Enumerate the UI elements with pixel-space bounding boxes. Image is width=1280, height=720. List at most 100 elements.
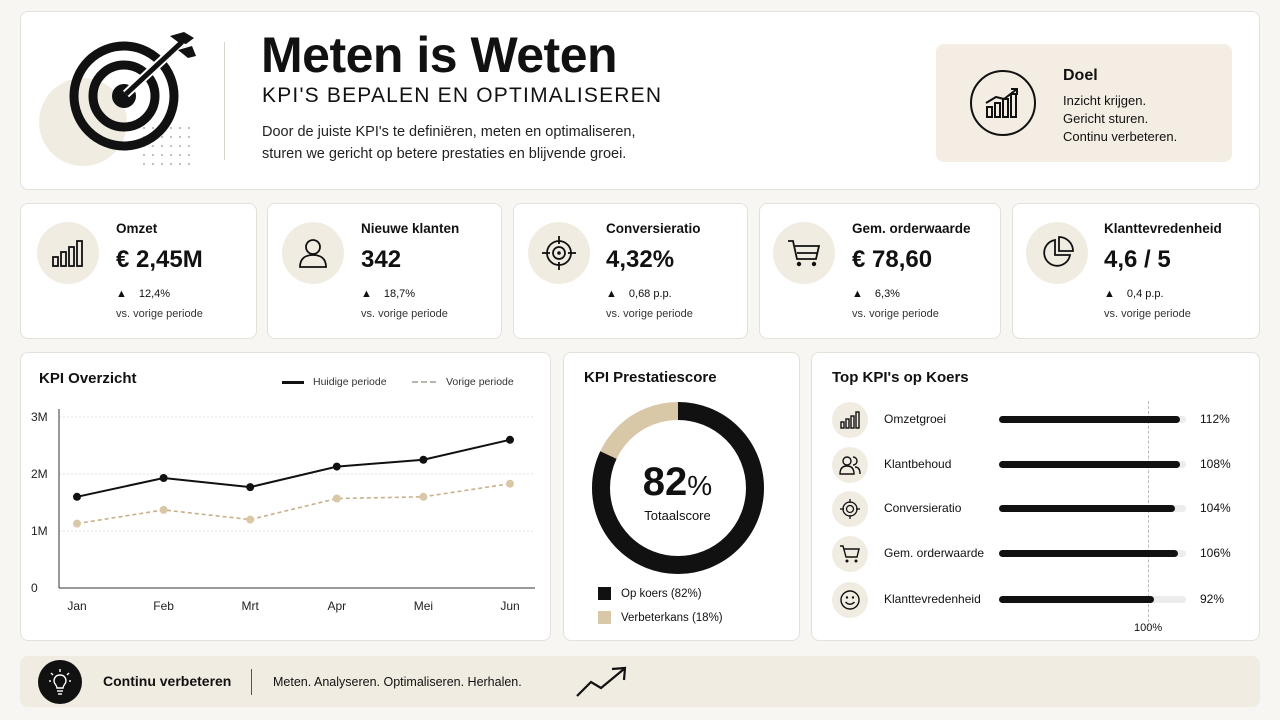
y-tick-label: 2M bbox=[31, 467, 48, 481]
target-arrow-icon bbox=[69, 32, 196, 151]
top-kpi-row: Conversieratio 104% bbox=[832, 491, 1232, 527]
kpi-delta: ▲ 12,4% bbox=[116, 288, 170, 300]
legend-previous-label: Vorige periode bbox=[446, 376, 514, 388]
legend-improve-label: Verbeterkans (18%) bbox=[621, 611, 723, 624]
footer-divider bbox=[251, 669, 252, 695]
score-unit: % bbox=[687, 470, 713, 501]
top-kpi-bar-track bbox=[999, 461, 1186, 468]
footer-title: Continu verbeteren bbox=[103, 673, 232, 689]
target-icon bbox=[832, 491, 868, 527]
legend-current: Huidige periode bbox=[282, 376, 387, 388]
kpi-delta: ▲ 0,68 p.p. bbox=[606, 288, 672, 300]
footer-text: Meten. Analyseren. Optimaliseren. Herhal… bbox=[273, 675, 522, 689]
donut-on-track-segment bbox=[592, 402, 764, 574]
intro-line-2: sturen we gericht op betere prestaties e… bbox=[262, 146, 627, 162]
x-tick-label: Apr bbox=[327, 599, 346, 613]
score-value: 82% bbox=[564, 460, 791, 505]
kpi-delta-value: 18,7% bbox=[383, 288, 416, 300]
bar-chart-icon bbox=[832, 402, 868, 438]
series-current-point bbox=[332, 462, 341, 471]
top-kpi-label: Conversieratio bbox=[884, 501, 962, 515]
series-current-point bbox=[159, 473, 168, 482]
kpi-value: 4,6 / 5 bbox=[1104, 246, 1171, 273]
up-triangle-icon: ▲ bbox=[361, 288, 372, 300]
x-tick-label: Mei bbox=[414, 599, 433, 613]
page-subtitle: KPI'S BEPALEN EN OPTIMALISEREN bbox=[262, 84, 663, 107]
kpi-card-klanttevredenheid: Klanttevredenheid 4,6 / 5 ▲ 0,4 p.p. vs. … bbox=[1012, 203, 1260, 339]
series-current-point bbox=[246, 483, 255, 492]
footer-bar: Continu verbeteren Meten. Analyseren. Op… bbox=[20, 656, 1260, 707]
top-kpi-bar-track bbox=[999, 416, 1186, 423]
legend-current-label: Huidige periode bbox=[313, 376, 387, 388]
top-kpi-label: Klantbehoud bbox=[884, 457, 952, 471]
kpi-line-chart: 0 1M 2M 3M Jan Feb Mrt Apr Mei Jun bbox=[31, 409, 535, 613]
top-title: Top KPI's op Koers bbox=[832, 369, 969, 386]
dot-grid-decoration bbox=[142, 126, 191, 166]
kpi-label: Gem. orderwaarde bbox=[852, 221, 971, 236]
x-tick-label: Jun bbox=[500, 599, 519, 613]
series-current-line bbox=[76, 438, 511, 498]
page-title: Meten is Weten bbox=[261, 27, 618, 83]
up-triangle-icon: ▲ bbox=[116, 288, 127, 300]
top-kpi-row: Klanttevredenheid 92% bbox=[832, 582, 1232, 618]
trend-up-arrow-icon bbox=[576, 666, 627, 697]
series-previous-point bbox=[506, 479, 514, 488]
kpi-delta-value: 6,3% bbox=[874, 288, 900, 300]
kpi-value: 4,32% bbox=[606, 246, 675, 273]
top-kpi-pct: 92% bbox=[1200, 592, 1225, 606]
score-number: 82 bbox=[642, 460, 688, 504]
top-kpi-bar-fill bbox=[999, 596, 1155, 603]
cart-icon bbox=[773, 222, 835, 284]
series-current-point bbox=[419, 455, 428, 464]
bar-chart-icon bbox=[37, 222, 99, 284]
goal-line-3: Continu verbeteren. bbox=[1063, 129, 1178, 144]
legend-on-track-label: Op koers (82%) bbox=[621, 587, 702, 600]
kpi-delta: ▲ 0,4 p.p. bbox=[1104, 288, 1164, 300]
target-label: 100% bbox=[1134, 622, 1163, 634]
series-previous-point bbox=[332, 494, 341, 503]
top-kpi-row: Gem. orderwaarde 106% bbox=[832, 536, 1232, 572]
kpi-label: Omzet bbox=[116, 221, 158, 236]
up-triangle-icon: ▲ bbox=[1104, 288, 1115, 300]
kpi-value: € 78,60 bbox=[852, 246, 933, 273]
legend-previous-swatch bbox=[412, 381, 436, 383]
score-donut-chart bbox=[592, 402, 764, 574]
series-current-point bbox=[506, 435, 514, 444]
top-kpi-bar-track bbox=[999, 550, 1186, 557]
goal-line-2: Gericht sturen. bbox=[1063, 111, 1149, 126]
kpi-comparison: vs. vorige periode bbox=[852, 308, 939, 320]
kpi-delta: ▲ 6,3% bbox=[852, 288, 900, 300]
series-previous-line bbox=[76, 482, 511, 525]
overview-title: KPI Overzicht bbox=[39, 370, 137, 387]
top-kpi-bar-track bbox=[999, 505, 1186, 512]
intro-line-1: Door de juiste KPI's te definiëren, mete… bbox=[262, 124, 636, 140]
kpi-delta-value: 0,68 p.p. bbox=[628, 288, 672, 300]
cart-icon bbox=[832, 536, 868, 572]
goal-title: Doel bbox=[1063, 67, 1098, 84]
kpi-comparison: vs. vorige periode bbox=[1104, 308, 1191, 320]
score-label: Totaalscore bbox=[644, 508, 711, 523]
x-tick-label: Jan bbox=[67, 599, 86, 613]
legend-on-track: Op koers (82%) bbox=[598, 587, 702, 600]
top-kpi-bar-track bbox=[999, 596, 1186, 603]
top-kpi-pct: 112% bbox=[1200, 412, 1230, 426]
series-previous-point bbox=[73, 519, 81, 528]
top-kpi-label: Gem. orderwaarde bbox=[884, 546, 985, 560]
kpi-comparison: vs. vorige periode bbox=[116, 308, 203, 320]
score-title: KPI Prestatiescore bbox=[584, 369, 717, 386]
kpi-card-conversieratio: Conversieratio 4,32% ▲ 0,68 p.p. vs. vori… bbox=[513, 203, 748, 339]
legend-improve: Verbeterkans (18%) bbox=[598, 611, 723, 624]
goal-box: Doel Inzicht krijgen. Gericht sturen. Co… bbox=[936, 44, 1232, 162]
top-kpi-pct: 106% bbox=[1200, 546, 1231, 560]
kpi-delta: ▲ 18,7% bbox=[361, 288, 415, 300]
series-current-point bbox=[73, 492, 81, 501]
kpi-comparison: vs. vorige periode bbox=[361, 308, 448, 320]
legend-previous: Vorige periode bbox=[412, 376, 514, 388]
y-tick-label: 1M bbox=[31, 524, 48, 538]
top-kpi-row: Klantbehoud 108% bbox=[832, 447, 1232, 483]
top-kpi-row: Omzetgroei 112% bbox=[832, 402, 1232, 438]
header-divider bbox=[224, 42, 225, 160]
top-kpi-pct: 108% bbox=[1200, 457, 1231, 471]
top-kpi-bar-fill bbox=[999, 550, 1179, 557]
kpi-delta-value: 12,4% bbox=[138, 288, 171, 300]
